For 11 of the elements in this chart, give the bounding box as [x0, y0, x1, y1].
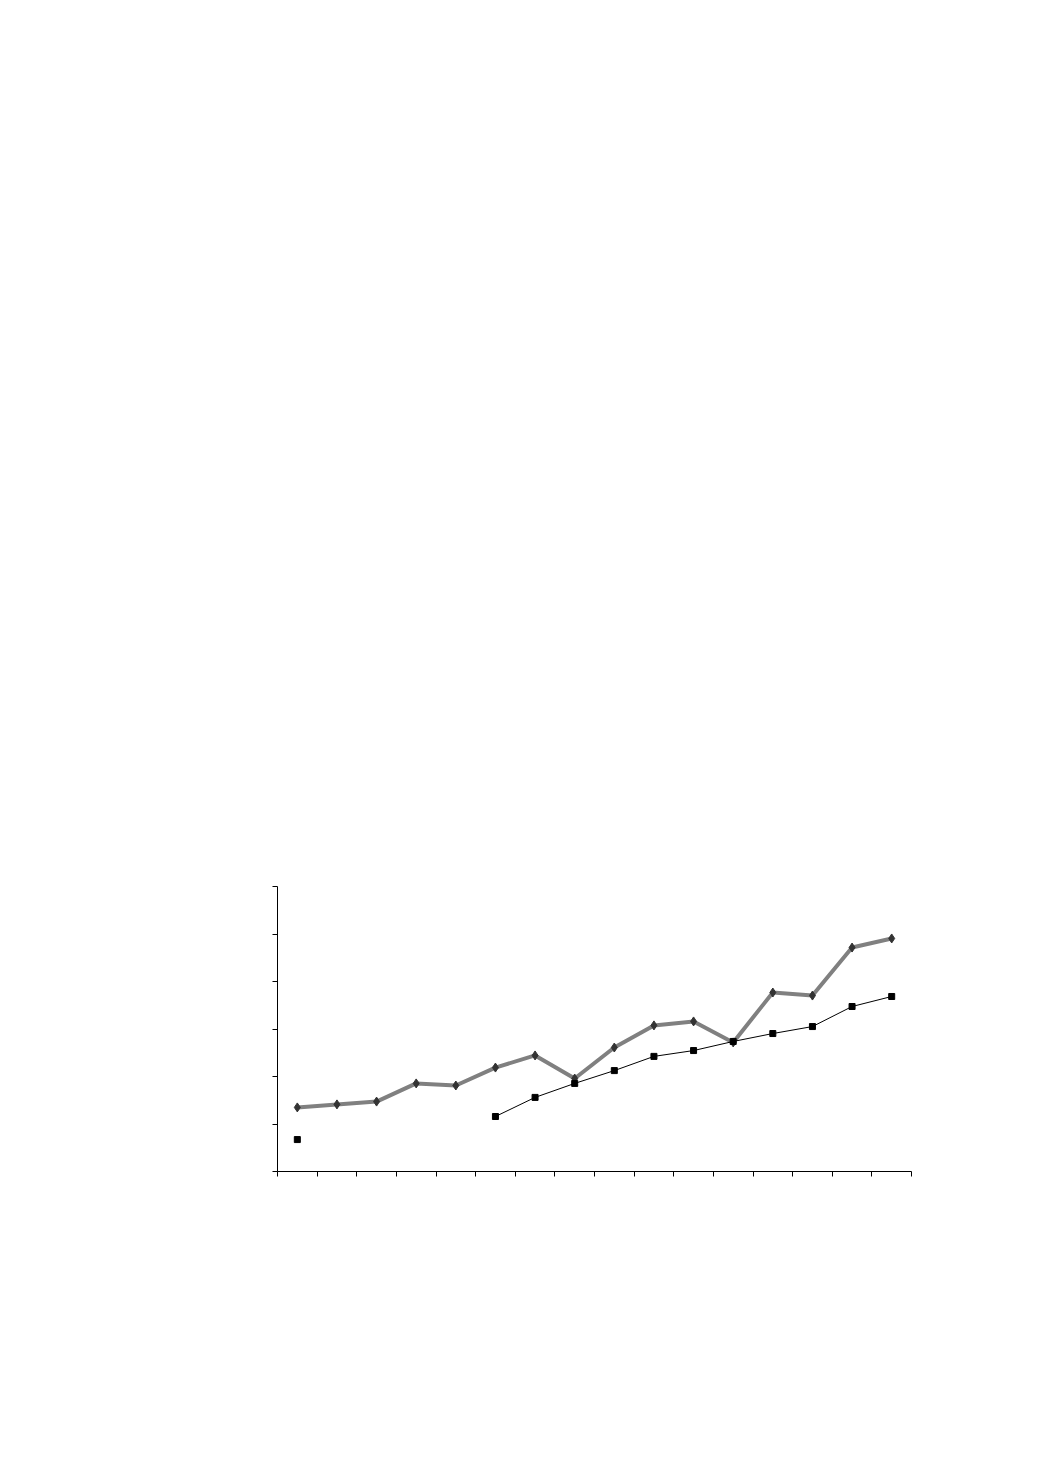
point	[531, 1093, 539, 1101]
point	[650, 1052, 658, 1060]
point	[808, 1023, 816, 1031]
point	[848, 1003, 856, 1011]
point	[690, 1047, 698, 1055]
point	[769, 1030, 777, 1038]
point	[491, 1113, 499, 1120]
point	[293, 1136, 301, 1144]
point	[888, 992, 896, 1000]
point	[571, 1079, 579, 1087]
point	[610, 1067, 618, 1075]
